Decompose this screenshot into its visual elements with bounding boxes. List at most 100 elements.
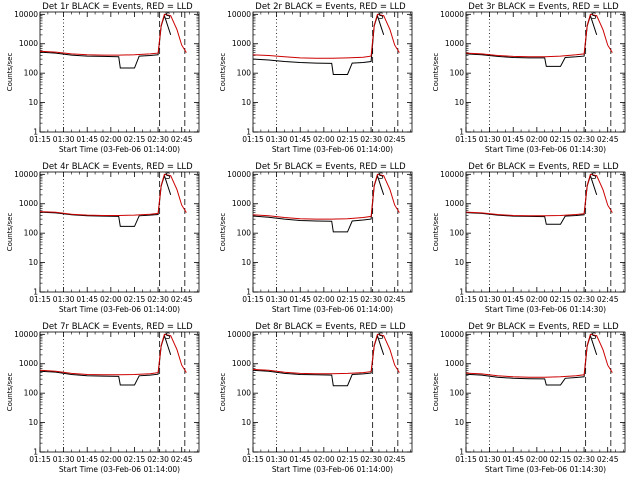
- x-tick-label: 01:45: [76, 455, 98, 464]
- x-tick-label: 01:15: [455, 135, 477, 144]
- x-tick-label: 01:15: [455, 455, 477, 464]
- x-tick-label: 02:45: [597, 455, 619, 464]
- x-tick-label: 01:45: [502, 455, 524, 464]
- x-tick-label: 01:45: [289, 135, 311, 144]
- y-tick-label: 100: [237, 229, 252, 238]
- x-tick-label: 01:15: [29, 455, 51, 464]
- x-tick-label: 02:30: [573, 295, 595, 304]
- x-tick-label: 01:45: [289, 455, 311, 464]
- y-tick-label: 1000: [445, 39, 464, 48]
- plot-frame: [252, 331, 413, 453]
- y-tick-label: 100: [237, 69, 252, 78]
- chart-panel-6: Det 6r BLACK = Events, RED = LLD 1 10 100 10…: [432, 162, 626, 314]
- series-line-lld: [252, 13, 400, 59]
- plot-frame: [39, 171, 200, 293]
- x-tick-label: 02:30: [147, 455, 169, 464]
- y-tick-label: 1: [459, 448, 464, 457]
- x-tick-label: 01:45: [76, 135, 98, 144]
- x-tick-label: 02:15: [337, 295, 359, 304]
- chart-panel-7: Det 7r BLACK = Events, RED = LLD 1 10 100 10…: [6, 322, 200, 474]
- x-tick-label: 01:15: [242, 455, 264, 464]
- y-tick-label: 1: [246, 448, 251, 457]
- x-axis-label: Start Time (03-Feb-06 01:14:00): [59, 145, 180, 154]
- chart-panel-1: Det 1r BLACK = Events, RED = LLD 1 10 100 10…: [6, 2, 200, 154]
- x-axis-label: Start Time (03-Feb-06 01:14:00): [272, 305, 393, 314]
- chart-title: Det 2r BLACK = Events, RED = LLD: [255, 2, 406, 12]
- y-tick-label: 10000: [227, 170, 251, 179]
- series-line-lld: [252, 333, 400, 375]
- x-axis-label: Start Time (03-Feb-06 01:14:00): [59, 305, 180, 314]
- x-tick-label: 02:15: [124, 135, 146, 144]
- plot-frame: [252, 171, 413, 293]
- x-tick-label: 02:30: [147, 295, 169, 304]
- y-tick-label: 100: [24, 69, 39, 78]
- chart-panel-3: Det 3r BLACK = Events, RED = LLD 1 10 100 10…: [432, 2, 626, 154]
- spike-annotation: S: [591, 12, 596, 22]
- chart-title: Det 6r BLACK = Events, RED = LLD: [468, 162, 619, 172]
- x-axis-label: Start Time (03-Feb-06 01:14:30): [485, 145, 606, 154]
- plot-frame: [465, 331, 626, 453]
- x-tick-label: 02:00: [526, 295, 548, 304]
- x-tick-label: 01:15: [29, 135, 51, 144]
- spike-annotation: S: [165, 332, 170, 342]
- spike-annotation: S: [591, 172, 596, 182]
- y-tick-label: 10000: [440, 330, 464, 339]
- x-axis-label: Start Time (03-Feb-06 01:14:00): [272, 145, 393, 154]
- chart-title: Det 1r BLACK = Events, RED = LLD: [42, 2, 193, 12]
- y-tick-label: 10: [454, 418, 464, 427]
- x-tick-label: 01:15: [242, 295, 264, 304]
- y-tick-label: 1000: [445, 359, 464, 368]
- y-tick-label: 10: [28, 418, 38, 427]
- spike-annotation: S: [378, 332, 383, 342]
- x-axis-label: Start Time (03-Feb-06 01:14:30): [485, 465, 606, 474]
- y-tick-label: 10: [28, 98, 38, 107]
- y-axis-label: Counts/sec: [432, 53, 440, 92]
- x-tick-label: 02:15: [550, 295, 572, 304]
- x-tick-label: 01:30: [479, 455, 501, 464]
- y-tick-label: 10000: [227, 10, 251, 19]
- x-tick-label: 01:45: [502, 295, 524, 304]
- x-axis-label: Start Time (03-Feb-06 01:14:00): [272, 465, 393, 474]
- x-axis-label: Start Time (03-Feb-06 01:14:30): [485, 305, 606, 314]
- chart-title: Det 9r BLACK = Events, RED = LLD: [468, 322, 619, 332]
- x-tick-label: 02:45: [597, 135, 619, 144]
- x-tick-label: 01:45: [76, 295, 98, 304]
- series-line-lld: [39, 333, 187, 376]
- y-tick-label: 10000: [227, 330, 251, 339]
- y-tick-label: 1: [33, 128, 38, 137]
- y-tick-label: 10: [241, 418, 251, 427]
- x-tick-label: 02:00: [526, 455, 548, 464]
- x-tick-label: 01:15: [242, 135, 264, 144]
- x-tick-label: 01:30: [53, 135, 75, 144]
- x-tick-label: 02:15: [337, 135, 359, 144]
- x-tick-label: 02:15: [124, 455, 146, 464]
- y-tick-label: 1000: [232, 39, 251, 48]
- y-axis-label: Counts/sec: [432, 213, 440, 252]
- y-tick-label: 10: [454, 98, 464, 107]
- y-tick-label: 1000: [445, 199, 464, 208]
- x-tick-label: 02:30: [147, 135, 169, 144]
- y-tick-label: 1: [459, 128, 464, 137]
- y-tick-label: 100: [450, 389, 465, 398]
- x-axis-label: Start Time (03-Feb-06 01:14:00): [59, 465, 180, 474]
- series-line-lld: [39, 13, 187, 56]
- series-line-events: [252, 174, 385, 233]
- y-tick-label: 1: [246, 128, 251, 137]
- x-tick-label: 02:15: [337, 455, 359, 464]
- y-tick-label: 1000: [19, 199, 38, 208]
- y-axis-label: Counts/sec: [6, 213, 14, 252]
- series-line-events: [465, 14, 598, 67]
- plot-frame: [39, 331, 200, 453]
- chart-title: Det 7r BLACK = Events, RED = LLD: [42, 322, 193, 332]
- x-tick-label: 02:45: [384, 135, 406, 144]
- x-tick-label: 02:00: [100, 295, 122, 304]
- x-tick-label: 02:45: [171, 135, 193, 144]
- chart-panel-5: Det 5r BLACK = Events, RED = LLD 1 10 100 10…: [219, 162, 413, 314]
- spike-annotation: S: [165, 12, 170, 22]
- chart-title: Det 5r BLACK = Events, RED = LLD: [255, 162, 406, 172]
- x-tick-label: 01:30: [479, 295, 501, 304]
- y-tick-label: 1: [33, 448, 38, 457]
- x-tick-label: 01:30: [53, 295, 75, 304]
- x-tick-label: 02:15: [550, 135, 572, 144]
